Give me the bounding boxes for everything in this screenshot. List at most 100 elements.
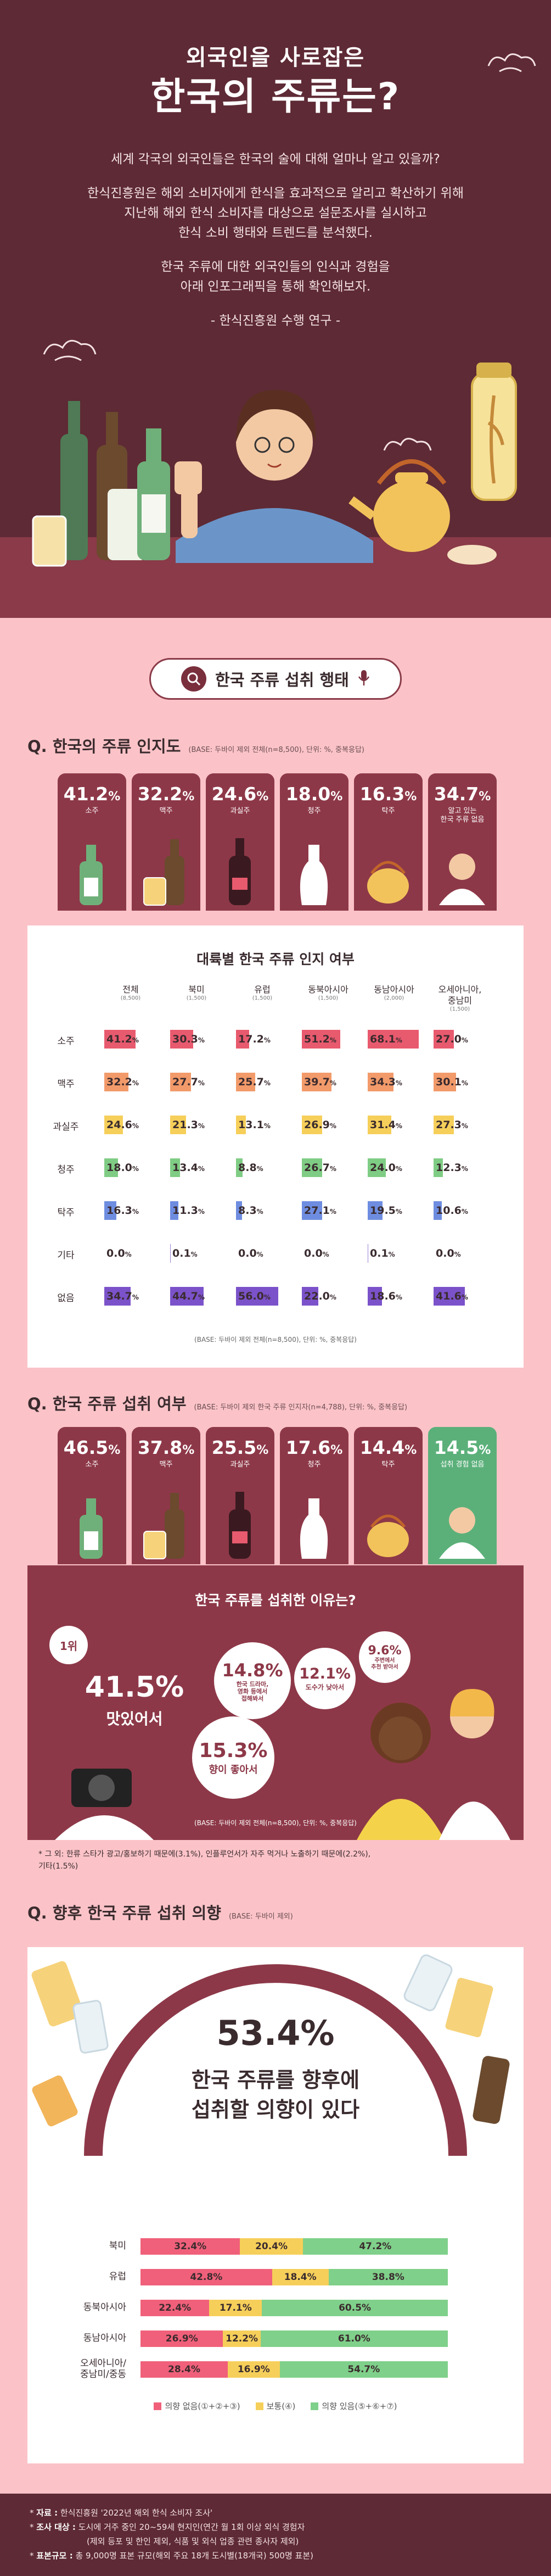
awareness-base: (BASE: 두바이 제외 전체(n=8,500), 단위: %, 중복응답) [188, 746, 364, 754]
table-cell: 27.1% [302, 1201, 355, 1220]
table-cell: 19.5% [368, 1201, 420, 1220]
table-row-label: 소주 [57, 1036, 75, 1047]
bar-segment: 28.4% [140, 2361, 228, 2378]
footer-target-2: (제외 등포 및 한인 제외, 식품 및 외식 업종 관련 종사자 제외) [87, 2536, 299, 2546]
ginseng-jar-icon [471, 363, 517, 501]
bar-segment: 20.4% [240, 2238, 303, 2255]
stat-unit: % [404, 790, 417, 804]
table-cell: 8.8% [236, 1158, 289, 1177]
table-cell: 32.2% [104, 1073, 157, 1091]
table-cell: 0.1% [368, 1244, 420, 1263]
intention-title-text: Q. 향후 한국 주류 섭취 의향 [27, 1904, 221, 1922]
table-cell: 39.7% [302, 1073, 355, 1091]
value-bar [236, 1158, 243, 1177]
value-bar [302, 1287, 319, 1306]
table-cell: 68.1% [368, 1030, 420, 1049]
hero-title-small: 외국인을 사로잡은 [185, 45, 366, 70]
reason-label: 도수가 낮아서 [305, 1683, 345, 1691]
cell-value: 13.1% [238, 1119, 271, 1131]
footer-size-text: 총 9,000명 표본 규모(해외 주요 18개 도시별(18개국) 500명 … [75, 2551, 313, 2561]
bar-segment: 16.9% [228, 2361, 280, 2378]
table-column-header: 전체 (8,500) [104, 984, 157, 1002]
table-column-header: 오세아니아, 중남미 (1,500) [434, 984, 486, 1013]
table-row-label: 맥주 [57, 1079, 75, 1090]
legend-item: 의향 없음(①+②+③) [154, 2400, 240, 2412]
intention-base: (BASE: 두바이 제외) [228, 1913, 293, 1921]
cell-value: 10.6% [436, 1205, 468, 1217]
stat-card: 41.2% 소주 [58, 773, 126, 911]
awareness-cards: 41.2% 소주 32.2% 맥주 24.6% 과실주 18.0% 청주 16.3% 탁주 34.7… [58, 773, 497, 911]
top-reason: 41.5% 맛있어서 [66, 1631, 203, 1769]
table-cell: 26.7% [302, 1158, 355, 1177]
table-column-header: 북미 (1,500) [170, 984, 223, 1002]
value-bar [302, 1158, 322, 1177]
intention-headline-msg: 한국 주류를 향후에 섭취할 의향이 있다 [27, 2065, 524, 2125]
table-cell: 30.1% [434, 1073, 486, 1091]
stat-unit: % [256, 790, 269, 804]
value-bar [302, 1116, 322, 1134]
bar-segment: 26.9% [140, 2330, 223, 2347]
footer-target-label: 조사 대상 : [36, 2522, 76, 2532]
drink-icon [367, 1514, 409, 1557]
table-cell: 44.7% [170, 1287, 223, 1306]
legend-swatch [154, 2402, 162, 2410]
drink-icon [439, 854, 485, 905]
cell-value: 13.4% [172, 1162, 205, 1174]
bar-segment: 17.1% [209, 2300, 262, 2316]
stat-value: 17.6% [285, 1437, 343, 1458]
table-cell: 18.6% [368, 1287, 420, 1306]
intention-row-label: 유럽 [109, 2271, 126, 2282]
cell-value: 24.6% [106, 1119, 139, 1131]
person-illustration [175, 390, 373, 563]
legend-swatch [311, 2402, 319, 2410]
stacked-bar: 22.4% 17.1% 60.5% [140, 2300, 448, 2316]
cloud-icon [43, 339, 97, 361]
drink-icon [80, 845, 103, 905]
bar-segment: 42.8% [140, 2269, 272, 2285]
stat-unit: % [256, 1443, 269, 1457]
stat-unit: % [330, 1443, 343, 1457]
source-footer: * 자료 : 한식진흥원 '2022년 해외 한식 소비자 조사' * 조사 대… [0, 2494, 551, 2576]
drink-icon [300, 845, 328, 905]
cell-value: 34.3% [370, 1076, 402, 1088]
table-column-header: 유럽 (1,500) [236, 984, 289, 1002]
top-reason-label: 맛있어서 [106, 1710, 163, 1728]
table-column-header: 동남아시아 (2,000) [368, 984, 420, 1002]
cell-value: 25.7% [238, 1076, 271, 1088]
table-cell: 8.3% [236, 1201, 289, 1220]
cell-value: 27.3% [436, 1119, 468, 1131]
legend-item: 보통(④) [255, 2400, 295, 2412]
stat-value: 14.4% [359, 1437, 417, 1458]
reason-label: 주변에서 추천 받아서 [371, 1657, 398, 1670]
bar-segment: 38.8% [328, 2269, 448, 2285]
bottle-icon [60, 401, 170, 560]
rank-badge: 1위 [49, 1626, 88, 1664]
value-bar [434, 1030, 454, 1049]
stat-card: 32.2% 맥주 [132, 773, 200, 911]
drink-icon [80, 1498, 103, 1559]
drink-icon [367, 861, 409, 904]
intention-title: Q. 향후 한국 주류 섭취 의향 (BASE: 두바이 제외) [27, 1900, 293, 1923]
value-bar [104, 1073, 129, 1091]
reasons-panel: 한국 주류를 섭취한 이유는? 1위 41.5% 맛있어서 14.8% 한국 드… [27, 1565, 524, 1840]
top-reason-value: 41.5% [85, 1671, 184, 1704]
value-bar [104, 1116, 123, 1134]
cell-value: 11.3% [172, 1205, 205, 1217]
stat-card: 25.5% 과실주 [206, 1427, 274, 1564]
intro-line: - 한식진흥원 수행 연구 - [210, 314, 341, 328]
reason-bubble: 14.8% 한국 드라마, 영화 등에서 접해봐서 [214, 1642, 291, 1719]
table-cell: 41.6% [434, 1287, 486, 1306]
cell-value: 68.1% [370, 1033, 402, 1045]
table-cell: 34.7% [104, 1287, 157, 1306]
stat-label: 과실주 [230, 1460, 250, 1469]
reason-bubble: 9.6% 주변에서 추천 받아서 [359, 1631, 411, 1683]
value-bar [434, 1073, 457, 1091]
column-sample-size: (1,500) [449, 1006, 470, 1012]
stat-unit: % [182, 790, 195, 804]
intro-line: 한국 주류에 대한 외국인들의 인식과 경험을 [161, 260, 390, 274]
value-bar [368, 1201, 383, 1220]
cell-value: 8.8% [238, 1162, 263, 1174]
cell-value: 17.2% [238, 1033, 271, 1045]
value-bar [236, 1073, 256, 1091]
value-bar [302, 1201, 323, 1220]
